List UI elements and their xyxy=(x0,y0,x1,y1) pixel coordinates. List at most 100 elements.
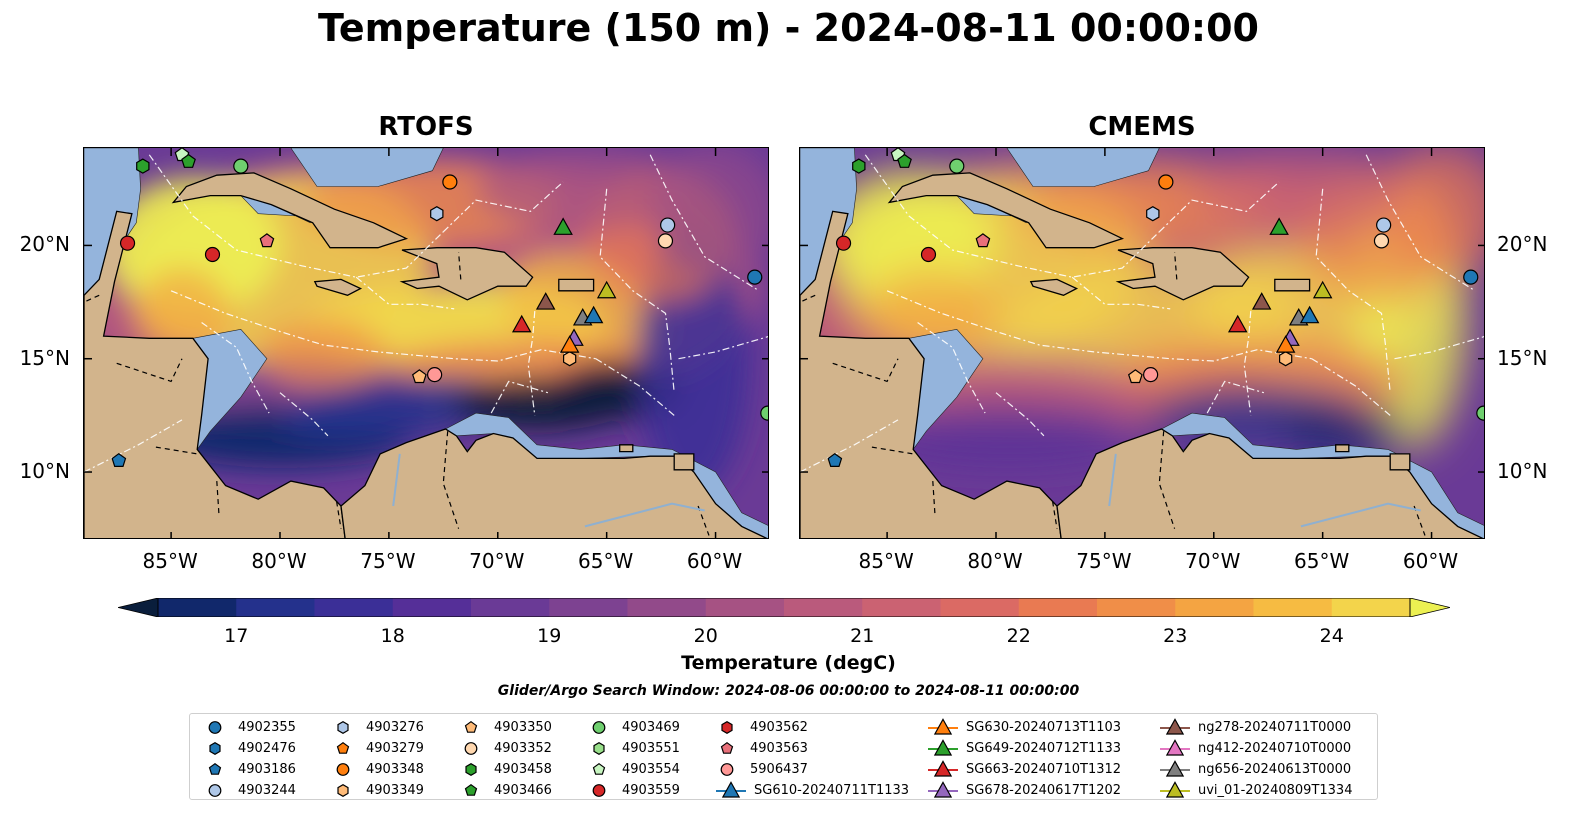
marker-SG649-20240712T1133[interactable] xyxy=(553,217,573,235)
marker-4903348[interactable] xyxy=(442,174,458,190)
colorbar-segment xyxy=(1253,598,1333,617)
colorbar xyxy=(118,598,1450,617)
marker-4903186[interactable] xyxy=(827,452,843,467)
triangle-marker-icon xyxy=(1160,739,1190,756)
legend-label: 4903562 xyxy=(750,719,808,735)
circle-marker-icon xyxy=(336,763,350,776)
marker-4903559[interactable] xyxy=(204,246,221,263)
lon-tick-label: 70°W xyxy=(469,549,525,573)
circle-marker-icon xyxy=(720,763,734,776)
marker-4903349[interactable] xyxy=(563,351,577,367)
marker-SG630-20240713T1103[interactable] xyxy=(1275,335,1296,353)
legend-label: 4903352 xyxy=(494,740,552,756)
marker-SG610-20240711T1133[interactable] xyxy=(1299,305,1320,324)
colorbar-tick-label: 18 xyxy=(380,625,405,647)
map-panel-cmems[interactable] xyxy=(799,147,1485,539)
legend-label: 4903563 xyxy=(750,740,808,756)
marker-4903469[interactable] xyxy=(949,158,965,174)
marker-4903352[interactable] xyxy=(657,233,674,249)
figure-title: Temperature (150 m) - 2024-08-11 00:00:0… xyxy=(317,6,1259,50)
legend-entry: 4903352 xyxy=(458,738,552,758)
marker-4903563[interactable] xyxy=(975,233,991,248)
marker-4903469[interactable] xyxy=(1476,405,1485,421)
marker-4903458[interactable] xyxy=(136,158,150,174)
pentagon-marker-icon xyxy=(464,720,478,733)
colorbar-tick-label: 24 xyxy=(1319,625,1344,647)
marker-4903244[interactable] xyxy=(1376,217,1392,233)
legend-entry: ng278-20240711T0000 xyxy=(1158,717,1351,737)
marker-4903186[interactable] xyxy=(111,452,127,467)
marker-SG663-20240710T1312[interactable] xyxy=(511,314,532,333)
marker-4903559[interactable] xyxy=(920,246,937,263)
search-window-text: Glider/Argo Search Window: 2024-08-06 00… xyxy=(497,683,1080,699)
legend-entry: ng656-20240613T0000 xyxy=(1158,759,1351,779)
legend-label: 4903466 xyxy=(494,782,552,798)
circle-marker-icon xyxy=(464,742,478,755)
pentagon-marker-icon xyxy=(592,762,606,775)
marker-4903469[interactable] xyxy=(233,158,249,174)
circle-marker-icon xyxy=(208,784,222,797)
legend-entry: 4903244 xyxy=(202,780,296,800)
marker-4903466[interactable] xyxy=(181,153,196,168)
lon-tick-label: 85°W xyxy=(858,549,914,573)
marker-4903276[interactable] xyxy=(1146,206,1160,222)
map-panel-rtofs[interactable] xyxy=(83,147,769,539)
marker-uvi_01-20240809T1334[interactable] xyxy=(1312,280,1333,299)
marker-SG610-20240711T1133[interactable] xyxy=(583,305,604,324)
marker-SG630-20240713T1103[interactable] xyxy=(559,335,580,353)
marker-4903466[interactable] xyxy=(897,153,912,168)
hexagon-marker-icon xyxy=(337,784,349,797)
colorbar-tick-label: 23 xyxy=(1163,625,1188,647)
map-canvas xyxy=(84,148,769,538)
colorbar-segment xyxy=(862,598,941,617)
legend-label: 4903348 xyxy=(366,761,424,777)
marker-ng278-20240711T0000[interactable] xyxy=(1251,292,1272,310)
legend-entry: ng412-20240710T0000 xyxy=(1158,738,1351,758)
marker-4903559[interactable] xyxy=(119,235,136,251)
marker-4903349[interactable] xyxy=(1279,351,1293,367)
marker-4903469[interactable] xyxy=(760,405,769,421)
marker-4902355[interactable] xyxy=(1463,269,1479,285)
marker-uvi_01-20240809T1334[interactable] xyxy=(596,280,617,299)
colorbar-tick-label: 19 xyxy=(537,625,562,647)
lon-tick-label: 75°W xyxy=(360,549,416,573)
marker-ng278-20240711T0000[interactable] xyxy=(535,292,556,310)
colorbar-segment xyxy=(392,598,472,617)
marker-4903350[interactable] xyxy=(411,369,427,384)
legend-entry: 4903458 xyxy=(458,759,552,779)
legend-label: SG630-20240713T1103 xyxy=(966,719,1122,735)
legend-label: 4903551 xyxy=(622,740,680,756)
marker-4902355[interactable] xyxy=(747,269,763,285)
colorbar-segment xyxy=(627,598,707,617)
colorbar-segment xyxy=(1097,598,1176,617)
marker-4903350[interactable] xyxy=(1127,369,1143,384)
marker-4903352[interactable] xyxy=(1373,233,1390,249)
colorbar-tick-label: 20 xyxy=(693,625,718,647)
hexagon-marker-icon xyxy=(337,721,349,734)
legend-entry: 4903279 xyxy=(330,738,424,758)
colorbar-segment xyxy=(158,598,237,617)
marker-SG663-20240710T1312[interactable] xyxy=(1227,314,1248,333)
lat-tick-label-right: 15°N xyxy=(1497,345,1548,370)
pentagon-marker-icon xyxy=(208,762,222,775)
circle-marker-icon xyxy=(208,721,222,734)
marker-4903563[interactable] xyxy=(259,233,275,248)
legend-label: ng278-20240711T0000 xyxy=(1198,719,1352,735)
marker-4903244[interactable] xyxy=(660,217,676,233)
marker-4903276[interactable] xyxy=(430,206,444,222)
lon-tick-label: 60°W xyxy=(686,549,743,573)
legend-entry: 4903469 xyxy=(586,717,680,737)
marker-4903458[interactable] xyxy=(852,158,866,174)
lon-tick-label: 60°W xyxy=(1402,549,1459,573)
marker-SG649-20240712T1133[interactable] xyxy=(1269,217,1289,235)
hexagon-marker-icon xyxy=(593,742,605,755)
marker-5906437[interactable] xyxy=(427,366,443,383)
marker-4903559[interactable] xyxy=(835,235,852,251)
legend-label: 4902355 xyxy=(238,719,296,735)
marker-5906437[interactable] xyxy=(1143,366,1159,383)
map-canvas xyxy=(800,148,1485,538)
colorbar-segment xyxy=(471,598,550,617)
marker-4903348[interactable] xyxy=(1158,174,1174,190)
triangle-marker-icon xyxy=(716,781,746,798)
legend-label: 5906437 xyxy=(750,761,808,777)
